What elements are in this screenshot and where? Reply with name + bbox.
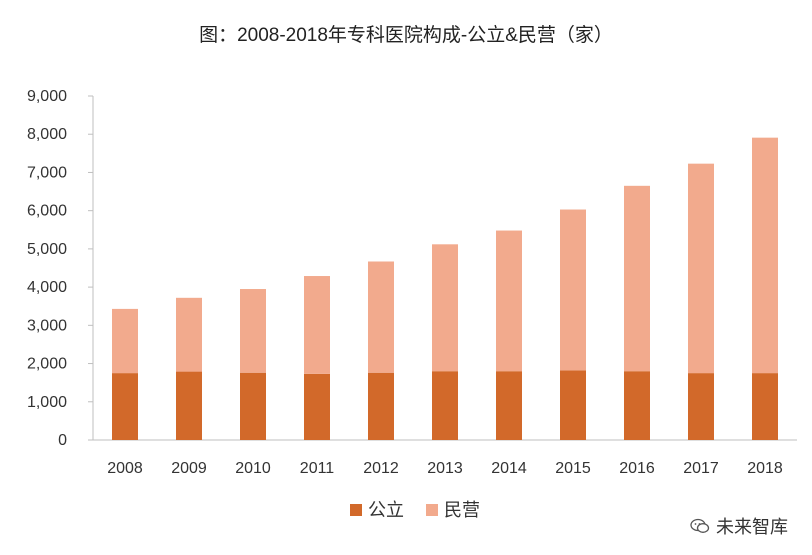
bar-private-2008 <box>112 308 138 374</box>
x-tick-label: 2010 <box>235 460 271 477</box>
x-tick-label: 2013 <box>427 460 463 477</box>
bar-public-2015 <box>560 370 586 440</box>
x-tick-label: 2011 <box>300 460 335 477</box>
bar-private-2010 <box>240 289 266 373</box>
x-tick-label: 2016 <box>619 460 655 477</box>
y-tick-label: 4,000 <box>27 279 67 296</box>
y-tick-label: 0 <box>58 432 67 449</box>
bar-public-2013 <box>432 371 458 440</box>
bar-private-2014 <box>496 230 522 372</box>
watermark: 未来智库 <box>690 513 788 539</box>
y-tick-label: 5,000 <box>27 241 67 258</box>
bar-private-2013 <box>432 244 458 372</box>
bar-private-2017 <box>688 163 714 374</box>
y-tick-label: 9,000 <box>27 88 67 105</box>
legend-swatch-private <box>426 504 438 516</box>
y-tick-label: 7,000 <box>27 164 67 181</box>
x-tick-label: 2012 <box>363 460 399 477</box>
bar-private-2018 <box>752 137 778 374</box>
bar-public-2008 <box>112 373 138 440</box>
bar-public-2014 <box>496 371 522 440</box>
bar-private-2009 <box>176 297 202 372</box>
x-tick-label: 2014 <box>491 460 527 477</box>
x-tick-label: 2017 <box>683 460 719 477</box>
y-tick-label: 1,000 <box>27 394 67 411</box>
y-tick-label: 6,000 <box>27 203 67 220</box>
bar-public-2016 <box>624 371 650 440</box>
x-tick-label: 2009 <box>171 460 207 477</box>
chart-title: 图：2008-2018年专科医院构成-公立&民营（家） <box>199 25 613 46</box>
bar-public-2018 <box>752 373 778 440</box>
legend-swatch-public <box>350 504 362 516</box>
bar-public-2012 <box>368 372 394 440</box>
x-tick-label: 2018 <box>747 460 783 477</box>
bar-public-2009 <box>176 371 202 440</box>
wechat-icon <box>690 518 710 533</box>
bar-private-2012 <box>368 261 394 373</box>
y-tick-label: 8,000 <box>27 126 67 143</box>
bar-public-2017 <box>688 373 714 440</box>
x-tick-label: 2015 <box>555 460 591 477</box>
bar-public-2010 <box>240 372 266 440</box>
watermark-text: 未来智库 <box>716 517 788 538</box>
bar-private-2015 <box>560 209 586 371</box>
bar-public-2011 <box>304 373 330 440</box>
legend-label-private: 民营 <box>444 500 480 520</box>
bar-private-2016 <box>624 185 650 372</box>
y-tick-label: 3,000 <box>27 317 67 334</box>
y-tick-label: 2,000 <box>27 356 67 373</box>
legend-label-public: 公立 <box>368 500 404 520</box>
bar-private-2011 <box>304 276 330 374</box>
x-tick-label: 2008 <box>107 460 143 477</box>
